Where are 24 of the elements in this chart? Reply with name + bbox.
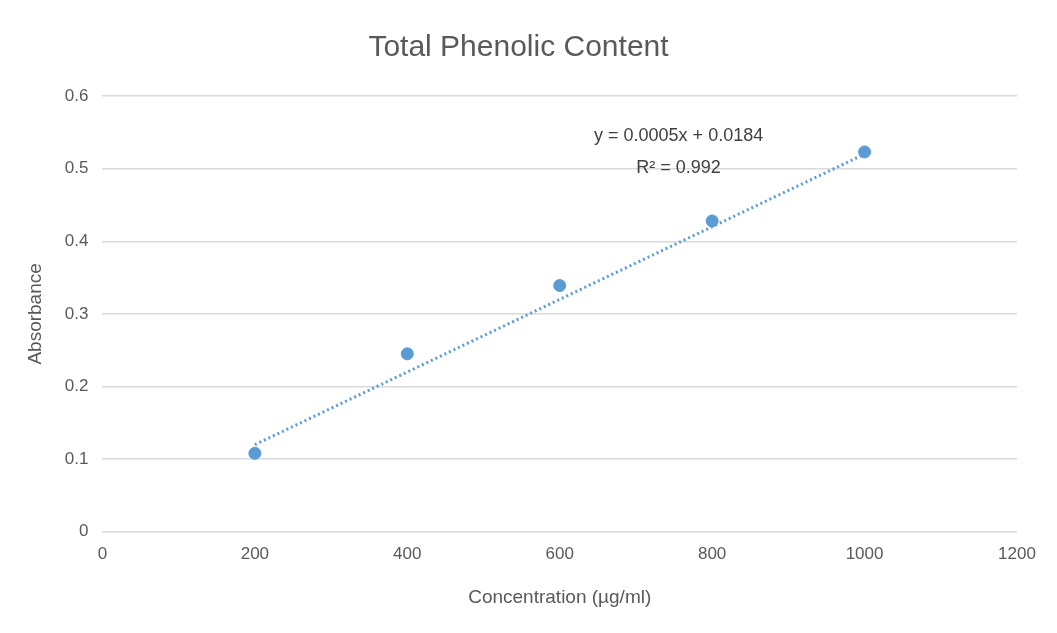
y-tick-label: 0.3 [64,303,89,323]
point [858,145,872,159]
point [248,446,262,460]
x-tick-label: 200 [240,543,270,563]
x-tick-label: 600 [545,543,574,563]
x-tick-label: 400 [393,543,422,563]
annotation: R² = 0.992 [636,156,721,177]
y-tick-label: 0.5 [64,158,89,178]
y-tick-label: 0.6 [64,85,89,105]
x-tick-label: 0 [97,543,108,563]
point [705,214,719,228]
y-axis-title: Absorbance [23,263,45,365]
annotation: y = 0.0005x + 0.0184 [594,124,764,145]
chart-title: Total Phenolic Content [368,29,670,63]
x-tick-label: 800 [697,543,727,563]
x-tick-label: 1200 [998,543,1036,563]
x-tick-label: 1000 [845,543,884,563]
y-tick-label: 0.1 [64,448,89,468]
y-tick-label: 0.2 [64,376,89,396]
point [553,279,567,293]
x-axis-title: Concentration (µg/ml) [468,585,652,607]
y-tick-label: 0.4 [64,230,89,250]
point [400,347,414,361]
y-tick-label: 0 [78,521,89,541]
